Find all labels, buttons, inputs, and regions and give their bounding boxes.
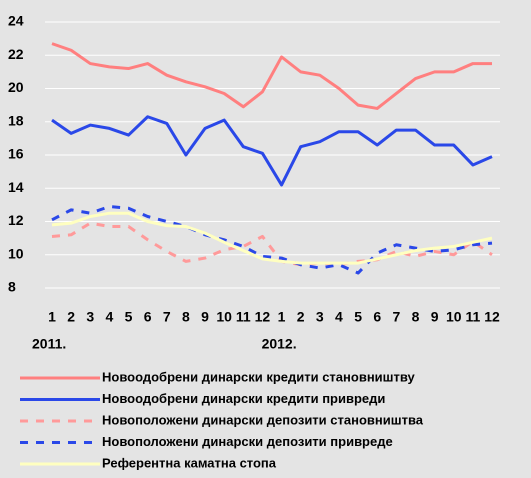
y-tick-label: 24 — [8, 13, 24, 29]
series-line — [51, 115, 493, 187]
x-tick-label: 2 — [297, 309, 305, 325]
x-tick-label: 1 — [48, 309, 56, 325]
x-tick-label: 3 — [316, 309, 324, 325]
x-tick-label: 12 — [255, 309, 271, 325]
x-tick-label: 7 — [163, 309, 171, 325]
y-tick-label: 8 — [8, 279, 16, 295]
legend-label: Новоодобрени динарски кредити привреди — [102, 391, 385, 406]
legend-label: Референтна каматна стопа — [102, 455, 277, 470]
legend-label: Новоодобрени динарски кредити становништ… — [102, 369, 416, 384]
x-tick-label: 4 — [105, 309, 113, 325]
series-line — [51, 205, 493, 275]
x-tick-label: 9 — [201, 309, 209, 325]
x-tick-label: 8 — [182, 309, 190, 325]
legend-label: Новоположени динарски депозити становниш… — [102, 412, 424, 427]
x-tick-label: 10 — [446, 309, 462, 325]
legend: Новоодобрени динарски кредити становништ… — [20, 369, 424, 470]
x-tick-label: 8 — [412, 309, 420, 325]
y-tick-label: 16 — [8, 146, 24, 162]
x-tick-label: 6 — [144, 309, 152, 325]
x-tick-label: 4 — [335, 309, 343, 325]
x-tick-label: 10 — [216, 309, 232, 325]
x-tick-label: 5 — [354, 309, 362, 325]
x-tick-label: 1 — [278, 309, 286, 325]
year-label: 2011. — [32, 336, 66, 352]
x-tick-label: 7 — [392, 309, 400, 325]
y-tick-label: 22 — [8, 46, 24, 62]
y-tick-label: 12 — [8, 212, 24, 228]
legend-label: Новоположени динарски депозити привреде — [102, 434, 393, 449]
y-tick-label: 18 — [8, 112, 24, 128]
x-tick-label: 12 — [484, 309, 500, 325]
x-tick-label: 11 — [236, 309, 251, 325]
series-line — [51, 211, 493, 265]
series-line — [51, 42, 492, 110]
year-label: 2012. — [262, 336, 297, 352]
y-tick-label: 20 — [8, 79, 24, 95]
x-tick-label: 6 — [373, 309, 381, 325]
x-tick-label: 9 — [431, 309, 439, 325]
x-tick-label: 11 — [465, 309, 480, 325]
y-tick-label: 10 — [8, 245, 24, 261]
x-tick-label: 3 — [86, 309, 94, 325]
series-line — [51, 221, 493, 267]
x-tick-label: 5 — [125, 309, 133, 325]
x-tick-label: 2 — [67, 309, 75, 325]
y-tick-label: 14 — [8, 179, 24, 195]
